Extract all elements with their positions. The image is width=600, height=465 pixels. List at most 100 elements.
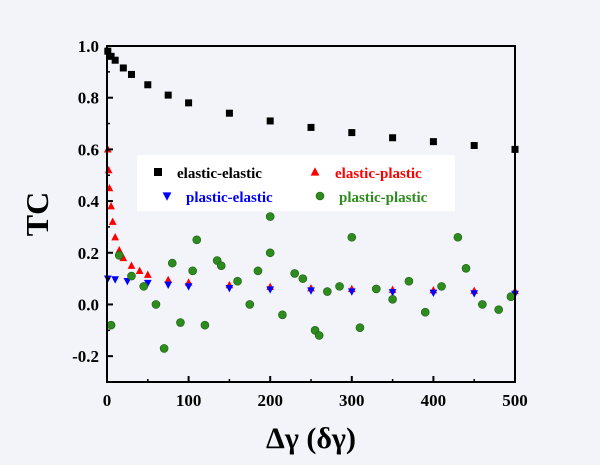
data-point-elastic-plastic bbox=[164, 275, 173, 284]
data-point-plastic-plastic bbox=[188, 266, 197, 276]
x-tick-label: 300 bbox=[339, 391, 365, 410]
data-point-elastic-elastic bbox=[470, 142, 478, 150]
data-point-plastic-plastic bbox=[127, 271, 136, 281]
data-point-plastic-plastic bbox=[494, 305, 503, 314]
data-point-plastic-plastic bbox=[200, 320, 210, 330]
data-point-plastic-elastic bbox=[225, 285, 234, 293]
data-point-plastic-plastic bbox=[404, 276, 414, 286]
data-point-plastic-plastic bbox=[506, 292, 516, 302]
y-tick-label: 0.8 bbox=[78, 89, 99, 108]
data-point-elastic-elastic bbox=[119, 64, 127, 72]
legend-marker-plastic-plastic bbox=[315, 191, 325, 201]
data-point-plastic-plastic bbox=[176, 318, 185, 327]
legend-label-elastic-plastic: elastic-plastic bbox=[335, 166, 422, 182]
data-point-elastic-elastic bbox=[429, 138, 437, 146]
data-point-elastic-plastic bbox=[127, 261, 136, 269]
data-point-plastic-plastic bbox=[151, 300, 161, 309]
data-point-plastic-elastic bbox=[347, 288, 356, 296]
y-tick-label: 0.0 bbox=[78, 295, 99, 314]
data-point-elastic-plastic bbox=[111, 233, 120, 241]
plot-points bbox=[103, 47, 519, 353]
axis-ticks: 0 100 200 300 400 500 -0.2 0.0 0.2 0.4 0.6 0.8 1.0 bbox=[72, 37, 528, 410]
data-point-plastic-elastic bbox=[388, 289, 397, 297]
data-point-plastic-plastic bbox=[437, 282, 446, 291]
data-point-plastic-plastic bbox=[290, 269, 299, 278]
y-tick-label: 0.2 bbox=[78, 244, 99, 263]
data-point-elastic-elastic bbox=[389, 134, 397, 142]
data-point-elastic-plastic bbox=[143, 270, 152, 278]
x-tick-label: 100 bbox=[176, 391, 202, 410]
data-point-elastic-elastic bbox=[127, 70, 135, 78]
data-point-plastic-plastic bbox=[245, 300, 255, 309]
data-point-plastic-plastic bbox=[453, 232, 463, 242]
y-axis-label: TC bbox=[19, 192, 55, 236]
data-point-elastic-elastic bbox=[266, 117, 274, 125]
x-tick-label: 0 bbox=[103, 391, 112, 410]
data-point-plastic-elastic bbox=[266, 286, 275, 294]
data-point-plastic-elastic bbox=[164, 281, 173, 290]
data-point-elastic-elastic bbox=[185, 99, 193, 107]
data-point-elastic-plastic bbox=[135, 266, 144, 275]
x-tick-label: 400 bbox=[421, 391, 447, 410]
data-point-plastic-plastic bbox=[420, 307, 430, 317]
series-elastic-elastic bbox=[104, 47, 519, 153]
data-point-plastic-plastic bbox=[265, 212, 275, 221]
data-point-elastic-elastic bbox=[164, 91, 172, 99]
data-point-plastic-elastic bbox=[184, 283, 193, 291]
data-point-plastic-plastic bbox=[323, 287, 332, 296]
data-point-plastic-plastic bbox=[106, 320, 116, 330]
x-tick-label: 200 bbox=[257, 391, 283, 410]
data-point-plastic-plastic bbox=[335, 282, 344, 291]
legend-label-elastic-elastic: elastic-elastic bbox=[177, 166, 262, 182]
data-point-elastic-elastic bbox=[144, 81, 152, 89]
data-point-plastic-plastic bbox=[371, 284, 381, 294]
y-tick-label: -0.2 bbox=[72, 347, 99, 366]
data-point-plastic-plastic bbox=[347, 232, 357, 242]
data-point-plastic-elastic bbox=[307, 287, 315, 295]
data-point-plastic-plastic bbox=[265, 248, 275, 258]
data-point-elastic-elastic bbox=[225, 109, 233, 117]
data-point-plastic-plastic bbox=[159, 344, 169, 353]
data-point-plastic-plastic bbox=[298, 274, 308, 283]
data-point-elastic-plastic bbox=[115, 245, 124, 254]
data-point-plastic-plastic bbox=[192, 235, 202, 245]
legend: elastic-elastic elastic-plastic plastic-el… bbox=[137, 155, 455, 211]
legend-marker-elastic-elastic bbox=[154, 168, 162, 176]
data-point-plastic-elastic bbox=[143, 279, 152, 288]
series-plastic-plastic bbox=[106, 212, 516, 353]
y-tick-label: 0.4 bbox=[78, 192, 100, 211]
legend-box bbox=[137, 155, 455, 211]
data-point-plastic-elastic bbox=[470, 290, 479, 298]
data-point-plastic-plastic bbox=[278, 310, 287, 320]
data-point-elastic-elastic bbox=[111, 56, 119, 64]
data-point-plastic-plastic bbox=[216, 261, 226, 270]
data-point-elastic-plastic bbox=[107, 202, 115, 210]
data-point-elastic-elastic bbox=[107, 52, 115, 60]
series-plastic-elastic bbox=[103, 275, 519, 299]
x-tick-label: 500 bbox=[502, 391, 528, 410]
data-point-plastic-elastic bbox=[111, 276, 120, 284]
data-point-plastic-plastic bbox=[355, 323, 365, 333]
data-point-elastic-plastic bbox=[108, 217, 117, 225]
data-point-plastic-plastic bbox=[478, 300, 487, 309]
x-axis-label: Δγ (δγ) bbox=[266, 422, 356, 455]
data-point-plastic-plastic bbox=[253, 266, 263, 276]
y-tick-label: 1.0 bbox=[78, 37, 99, 56]
data-point-plastic-plastic bbox=[461, 263, 471, 273]
data-point-plastic-elastic bbox=[123, 278, 132, 286]
data-point-plastic-plastic bbox=[139, 282, 149, 291]
data-point-elastic-elastic bbox=[348, 129, 356, 137]
data-point-elastic-plastic bbox=[119, 253, 128, 262]
data-point-plastic-plastic bbox=[167, 258, 177, 268]
y-tick-label: 0.6 bbox=[78, 140, 99, 159]
legend-marker-plastic-elastic bbox=[162, 192, 172, 201]
data-point-elastic-plastic bbox=[104, 165, 113, 174]
legend-marker-elastic-plastic bbox=[310, 167, 320, 176]
data-point-plastic-plastic bbox=[314, 331, 324, 340]
data-point-plastic-plastic bbox=[233, 276, 242, 286]
legend-label-plastic-elastic: plastic-elastic bbox=[186, 190, 273, 206]
data-point-elastic-elastic bbox=[307, 123, 315, 131]
data-point-plastic-elastic bbox=[429, 289, 438, 298]
